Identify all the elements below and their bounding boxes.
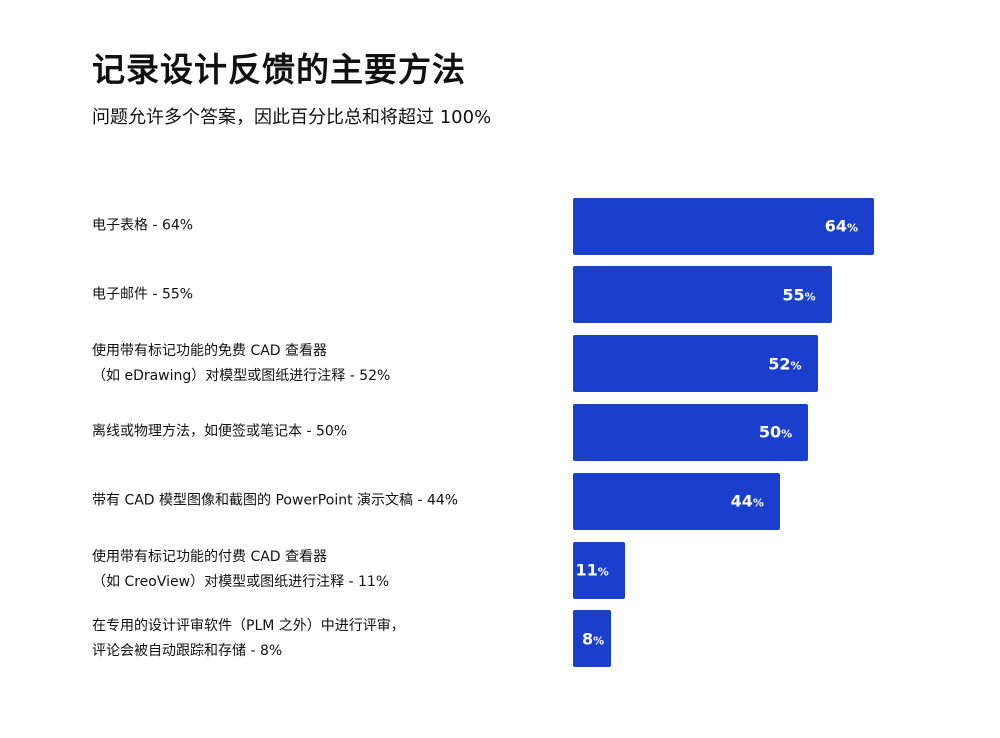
bar-value-number: 11	[575, 560, 598, 580]
category-label-line: （如 CreoView）对模型或图纸进行注释 - 11%	[92, 574, 390, 590]
bar-value-unit: %	[597, 565, 609, 579]
bar-value-unit: %	[593, 634, 605, 648]
category-label-line: 电子表格 - 64%	[92, 217, 194, 234]
category-label: 电子邮件 - 55%	[92, 282, 552, 307]
bar: 52%	[573, 335, 818, 393]
bar-value-label: 52%	[768, 354, 801, 373]
chart-subtitle: 问题允许多个答案，因此百分比总和将超过 100%	[92, 107, 492, 128]
bar-value-label: 11%	[575, 561, 608, 580]
bar-value-label: 55%	[782, 285, 815, 304]
category-label-line: （如 eDrawing）对模型或图纸进行注释 - 52%	[92, 367, 391, 384]
category-label-line: 使用带有标记功能的免费 CAD 查看器	[92, 342, 328, 359]
category-label-line: 电子邮件 - 55%	[92, 286, 194, 303]
category-label: 电子表格 - 64%	[92, 214, 552, 239]
bar-value-number: 55	[782, 285, 805, 305]
category-label: 使用带有标记功能的免费 CAD 查看器 （如 eDrawing）对模型或图纸进行注…	[92, 339, 552, 389]
category-label: 离线或物理方法，如便签或笔记本 - 50%	[92, 420, 552, 445]
category-label-line: 带有 CAD 模型图像和截图的 PowerPoint 演示文稿 - 44%	[92, 492, 459, 509]
bar-value-label: 8%	[582, 629, 604, 648]
chart-title: 记录设计反馈的主要方法	[92, 50, 466, 89]
category-label-line: 使用带有标记功能的付费 CAD 查看器	[92, 549, 328, 565]
bar: 44%	[573, 472, 780, 530]
category-label: 带有 CAD 模型图像和截图的 PowerPoint 演示文稿 - 44%	[92, 489, 552, 514]
bar-value-unit: %	[790, 359, 802, 373]
bar: 11%	[573, 541, 625, 599]
bar-value-number: 52	[768, 354, 791, 374]
bar-value-unit: %	[804, 290, 816, 304]
bar-value-unit: %	[781, 427, 793, 441]
bar-value-unit: %	[752, 496, 764, 510]
bar-value-number: 8	[582, 629, 594, 649]
bar-value-number: 44	[730, 491, 753, 511]
bar-value-label: 44%	[731, 492, 764, 511]
bar-value-label: 64%	[825, 217, 858, 236]
bar-value-label: 50%	[759, 423, 792, 442]
bar: 55%	[573, 266, 832, 324]
category-label-line: 评论会被自动跟踪和存储 - 8%	[92, 642, 283, 659]
category-label-line: 离线或物理方法，如便签或笔记本 - 50%	[92, 423, 348, 440]
category-label: 使用带有标记功能的付费 CAD 查看器 （如 CreoView）对模型或图纸进行注…	[92, 545, 552, 595]
bar: 64%	[573, 197, 874, 255]
category-label-line: 在专用的设计评审软件（PLM 之外）中进行评审，	[92, 617, 405, 634]
category-label: 在专用的设计评审软件（PLM 之外）中进行评审， 评论会被自动跟踪和存储 - 8%	[92, 614, 552, 664]
bar-value-number: 50	[758, 422, 782, 442]
bar-value-unit: %	[846, 221, 858, 235]
bar-value-number: 64	[824, 216, 847, 236]
bar: 50%	[573, 403, 809, 461]
bar: 8%	[573, 610, 611, 668]
